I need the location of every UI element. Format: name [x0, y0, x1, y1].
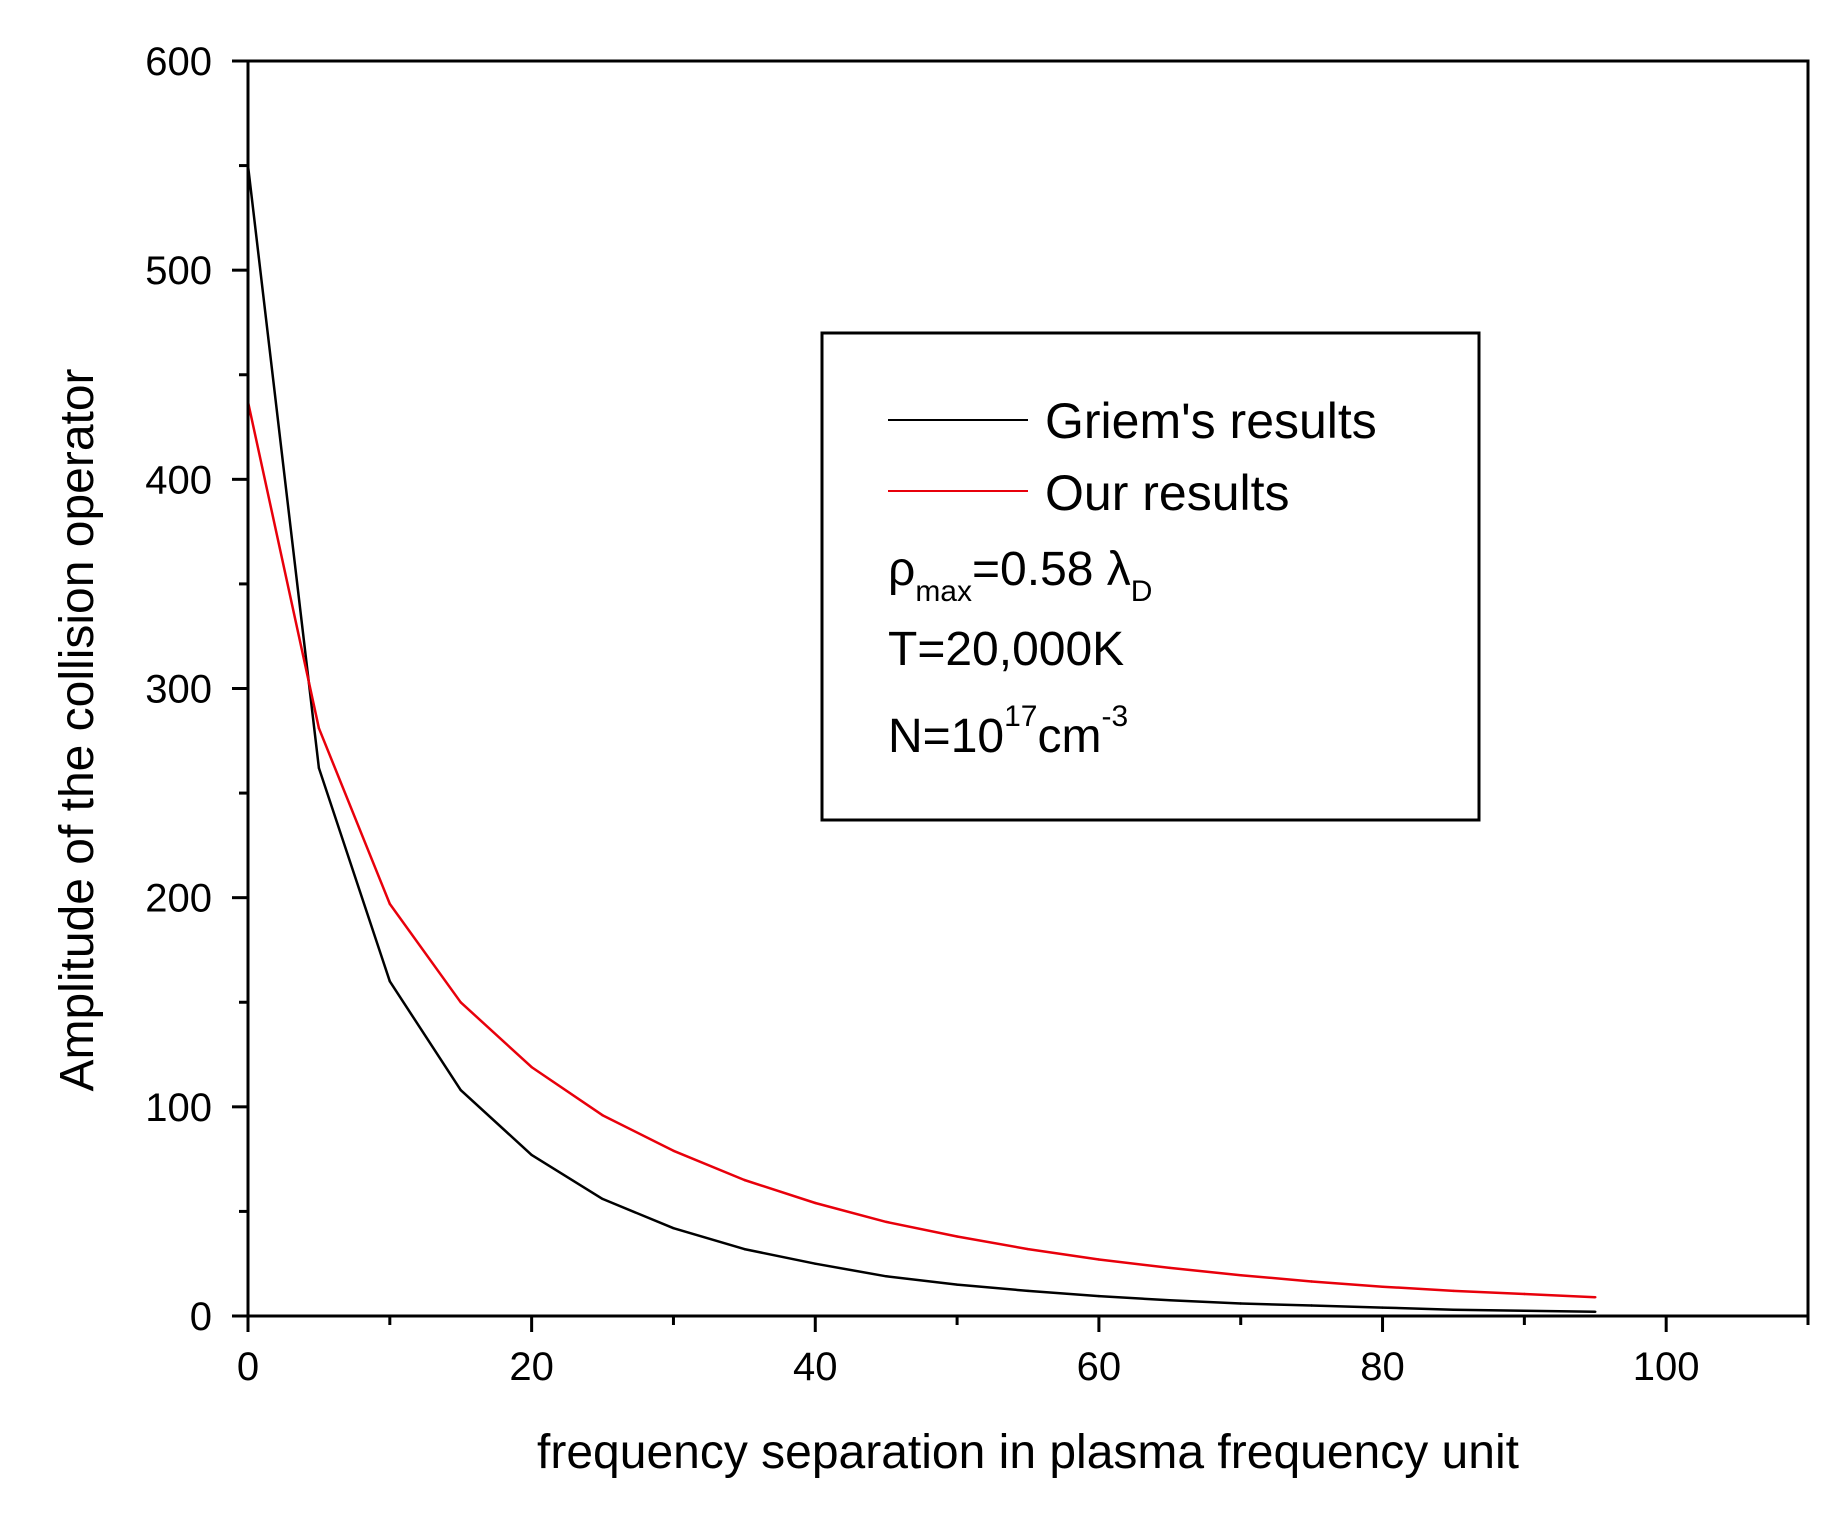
data-point: [1097, 1258, 1101, 1261]
data-point: [317, 727, 321, 730]
series-griem: [246, 164, 1597, 1314]
data-point: [1239, 1302, 1242, 1305]
x-axis-ticks: [246, 1316, 1810, 1332]
y-tick-label: 400: [145, 458, 212, 502]
data-point: [1168, 1266, 1172, 1270]
rho-max-annotation: ρmax=0.58 λD: [888, 543, 1152, 608]
data-point: [743, 1178, 746, 1182]
data-point: [885, 1220, 888, 1224]
data-point: [1026, 1247, 1030, 1251]
data-point: [1594, 1296, 1597, 1299]
y-axis-tick-labels: 0 100 200 300 400 500 600: [145, 40, 212, 1339]
data-point: [317, 766, 321, 770]
data-point: [1381, 1306, 1384, 1309]
data-point: [1310, 1304, 1313, 1307]
y-tick-label: 300: [145, 668, 212, 712]
data-point: [1097, 1294, 1101, 1298]
data-point: [814, 1262, 817, 1265]
density-unit: cm: [1037, 710, 1101, 763]
data-point: [814, 1201, 817, 1205]
data-point: [1523, 1309, 1526, 1313]
data-point: [530, 1153, 533, 1157]
legend-label-ours: Our results: [1045, 465, 1290, 521]
x-axis-tick-labels: 0 20 40 60 80 100: [237, 1345, 1700, 1389]
data-point: [1594, 1310, 1597, 1314]
data-point: [672, 1149, 675, 1153]
series-layer: [246, 164, 1597, 1314]
data-point: [1239, 1274, 1242, 1277]
x-tick-label: 20: [509, 1345, 554, 1389]
x-tick-label: 80: [1360, 1345, 1405, 1389]
density-exponent: 17: [1004, 700, 1037, 733]
data-point: [743, 1247, 746, 1251]
our-results-line: [246, 401, 1596, 1299]
legend: Griem's results Our results ρmax=0.58 λD…: [820, 331, 1481, 822]
x-tick-label: 40: [793, 1345, 838, 1389]
data-point: [1310, 1280, 1313, 1283]
y-tick-label: 100: [145, 1086, 212, 1130]
rho-subscript: max: [915, 575, 972, 608]
x-tick-label: 100: [1633, 1345, 1700, 1389]
plot-frame: [246, 59, 1810, 1318]
data-point: [1452, 1289, 1455, 1293]
data-point: [601, 1114, 604, 1117]
data-point: [388, 902, 391, 906]
rho-symbol: ρ: [888, 543, 915, 596]
griem-results-line: [246, 165, 1596, 1314]
data-point: [601, 1197, 604, 1201]
data-point: [955, 1235, 959, 1238]
y-tick-label: 500: [145, 249, 212, 293]
y-tick-label: 600: [145, 40, 212, 84]
y-tick-label: 200: [145, 877, 212, 921]
legend-label-griem: Griem's results: [1045, 393, 1377, 449]
y-tick-label: 0: [190, 1295, 212, 1339]
temperature-annotation: T=20,000K: [888, 623, 1124, 676]
density-unit-exponent: -3: [1101, 700, 1128, 733]
lambda-subscript: D: [1131, 575, 1153, 608]
data-point: [1168, 1299, 1172, 1302]
density-base: N=10: [888, 710, 1004, 763]
data-point: [1452, 1308, 1455, 1311]
y-axis-title: Amplitude of the collision operator: [51, 368, 104, 1091]
density-annotation: N=1017cm-3: [888, 700, 1128, 763]
series-ours: [246, 400, 1597, 1299]
legend-box: [820, 331, 1481, 822]
data-point: [885, 1275, 888, 1278]
data-point: [388, 980, 391, 983]
data-point: [1381, 1285, 1384, 1288]
x-tick-label: 0: [237, 1345, 259, 1389]
data-point: [459, 1001, 462, 1004]
data-point: [672, 1227, 675, 1230]
y-axis-ticks: [232, 59, 248, 1318]
x-tick-label: 60: [1077, 1345, 1122, 1389]
data-point: [530, 1065, 533, 1069]
rho-value: =0.58 λ: [972, 543, 1131, 596]
data-point: [1523, 1292, 1526, 1296]
data-point: [459, 1088, 462, 1092]
data-point: [1026, 1289, 1030, 1293]
data-point: [955, 1283, 959, 1286]
x-axis-title: frequency separation in plasma frequency…: [537, 1426, 1519, 1479]
